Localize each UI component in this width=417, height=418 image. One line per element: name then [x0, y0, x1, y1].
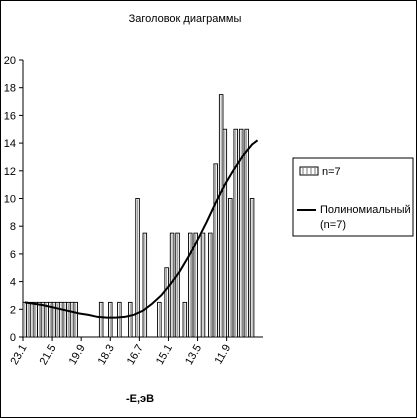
- bar: [73, 301, 78, 338]
- bar: [62, 301, 68, 338]
- bar: [33, 301, 38, 338]
- bar: [142, 232, 148, 338]
- x-tick-label: 23.1: [8, 343, 29, 368]
- bar: [188, 232, 193, 338]
- y-tick-label: 6: [10, 249, 16, 261]
- bar: [218, 94, 224, 338]
- y-tick-label: 18: [4, 83, 16, 95]
- bar: [249, 198, 255, 338]
- bar: [200, 232, 206, 338]
- trend-line: [24, 139, 259, 319]
- y-tick-label: 14: [4, 138, 16, 150]
- bar: [233, 128, 238, 338]
- bar: [22, 301, 28, 338]
- bar: [66, 301, 71, 338]
- y-tick-label: 4: [10, 277, 16, 289]
- bar: [117, 301, 122, 338]
- bar: [193, 232, 198, 338]
- bar: [208, 232, 213, 338]
- bar: [213, 163, 218, 338]
- y-tick-label: 10: [4, 194, 16, 206]
- legend-label-trend: Полиномиальный (n=7): [320, 204, 414, 231]
- x-tick-label: 11.9: [213, 343, 234, 367]
- x-axis-label: -E,эВ: [126, 393, 154, 405]
- x-tick-label: 19.9: [67, 343, 88, 368]
- y-tick-label: 12: [4, 166, 16, 178]
- legend: n=7 Полиномиальный (n=7): [292, 157, 414, 237]
- x-tick-label: 16.7: [125, 343, 146, 368]
- bar: [58, 301, 64, 338]
- chart-title: Заголовок диаграммы: [129, 13, 242, 25]
- bar: [26, 301, 31, 338]
- bar: [244, 128, 249, 338]
- bar: [128, 301, 133, 338]
- y-tick-label: 0: [10, 332, 16, 344]
- bar: [228, 198, 233, 338]
- bar: [135, 198, 140, 338]
- bar: [29, 301, 35, 338]
- bar: [69, 301, 75, 338]
- bar: [40, 301, 46, 338]
- bar: [44, 301, 49, 338]
- bar: [108, 301, 113, 338]
- bar: [175, 232, 180, 338]
- x-tick-label: 15.1: [154, 343, 175, 368]
- x-tick-label: 21.5: [38, 343, 59, 368]
- bar: [182, 301, 188, 338]
- x-tick-label: 18.3: [96, 343, 117, 368]
- bar: [238, 128, 244, 338]
- bar: [98, 301, 104, 338]
- bar: [157, 301, 162, 338]
- bar: [164, 267, 169, 338]
- bar: [37, 301, 42, 338]
- legend-label-bars: n=7: [322, 166, 341, 178]
- y-tick-label: 2: [10, 304, 16, 316]
- y-tick-label: 20: [4, 55, 16, 67]
- legend-swatch-bar: [299, 166, 319, 176]
- bar: [222, 128, 228, 338]
- y-tick-label: 16: [4, 110, 16, 122]
- x-tick-label: 13.5: [183, 343, 204, 368]
- y-tick-label: 8: [10, 221, 16, 233]
